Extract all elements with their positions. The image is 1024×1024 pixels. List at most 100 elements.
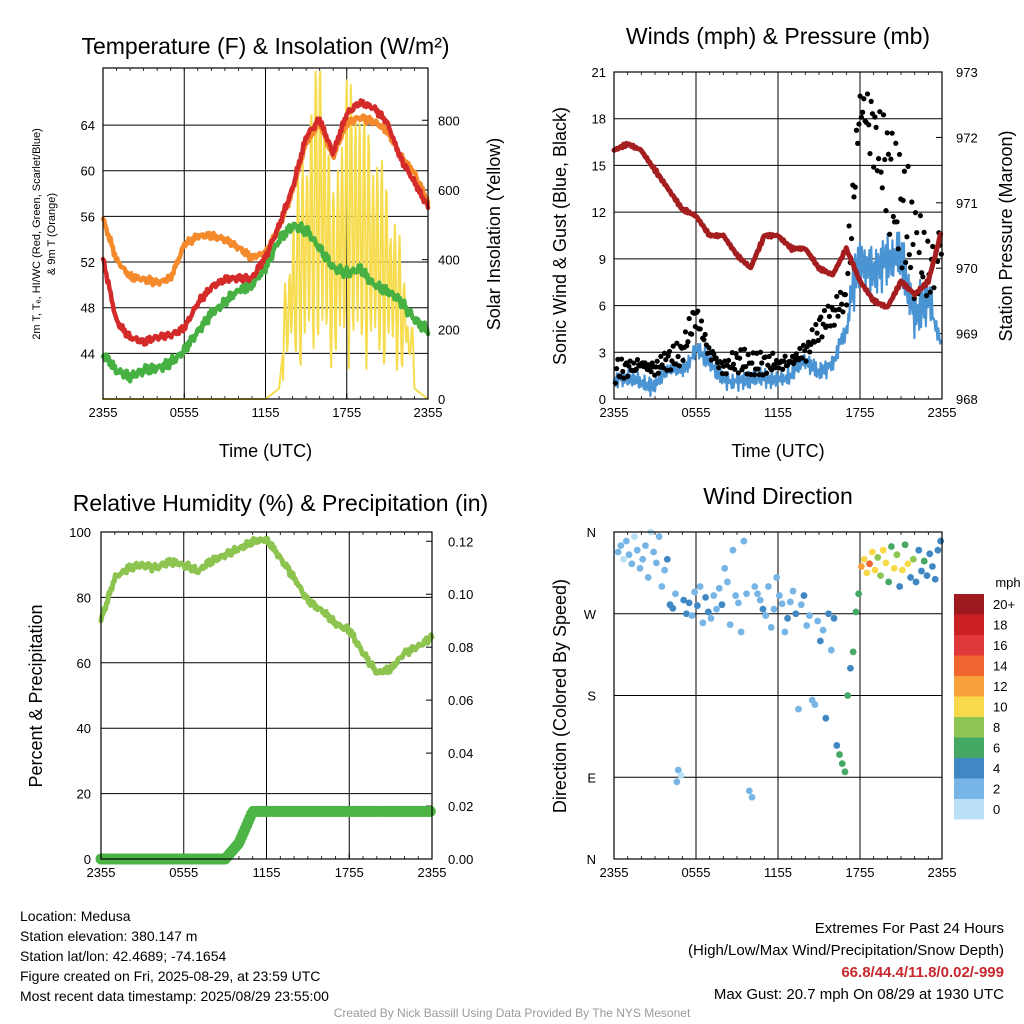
series-line-td: [100, 221, 431, 384]
y2-tick-label: 800: [438, 113, 460, 128]
x-tick-label: 1755: [846, 865, 875, 880]
wind-direction-point: [833, 742, 841, 749]
y-tick-label: 40: [77, 721, 91, 736]
y2-tick-label: 0.00: [448, 852, 473, 867]
gust-point: [855, 140, 861, 146]
y2-tick-label: 973: [956, 65, 978, 80]
gust-point: [793, 351, 799, 357]
y-tick-label: 100: [69, 525, 91, 540]
y-tick-label: S: [587, 689, 596, 704]
legend-swatch: [954, 758, 984, 779]
wind-direction-point: [704, 608, 712, 616]
gust-point: [884, 130, 890, 136]
gust-point: [834, 293, 840, 300]
y-tick-label: 0: [599, 392, 606, 407]
legend-label: 4: [993, 761, 1000, 776]
wind-direction-point: [740, 537, 748, 545]
wind-direction-point: [715, 584, 723, 592]
wind-direction-point: [795, 705, 802, 713]
wind-direction-point: [650, 548, 658, 556]
wind-direction-point: [786, 598, 794, 606]
temp-y-label-2: & 9m T (Orange): [46, 193, 58, 275]
gust-point: [770, 350, 776, 356]
wind-direction-point: [765, 583, 772, 590]
gust-point: [751, 372, 757, 378]
wind-direction-point: [663, 555, 671, 563]
gust-point: [921, 229, 927, 235]
wind-direction-point: [743, 590, 750, 598]
wind-direction-point: [724, 578, 731, 586]
gust-point: [857, 93, 863, 99]
gust-point: [655, 370, 662, 376]
legend-label: 0: [993, 802, 1000, 817]
wind-direction-point: [830, 614, 838, 622]
wind-direction-point: [836, 751, 843, 758]
y2-tick-label: 972: [956, 130, 978, 145]
wind-direction-point: [896, 583, 904, 590]
gust-point: [880, 112, 887, 118]
wind-panel-title: Winds (mph) & Pressure (mb): [626, 23, 930, 49]
wind-direction-point: [825, 610, 832, 618]
legend-swatch: [954, 635, 984, 656]
gust-point: [813, 321, 819, 328]
y-tick-label: 3: [599, 345, 606, 360]
gust-point: [674, 340, 680, 346]
wind-direction-point: [827, 646, 835, 654]
gust-point: [618, 356, 625, 362]
legend-label: 6: [993, 741, 1000, 756]
wind-direction-point: [718, 601, 726, 609]
legend-swatch: [954, 717, 984, 738]
credit-text: Created By Nick Bassill Using Data Provi…: [333, 1006, 691, 1020]
y2-tick-label: 971: [956, 196, 978, 211]
wind-direction-point: [702, 594, 709, 601]
wind-direction-point: [898, 566, 906, 574]
x-tick-label: 2355: [928, 865, 957, 880]
legend-swatch: [954, 594, 984, 615]
wind-direction-point: [631, 533, 638, 540]
wind-y2-label: Station Pressure (Maroon): [996, 130, 1016, 341]
wind-direction-point: [770, 605, 778, 613]
gust-point: [799, 355, 805, 361]
gust-point: [653, 364, 659, 370]
wind-direction-point: [655, 533, 663, 540]
wind-direction-point: [759, 605, 767, 613]
gust-point: [893, 140, 899, 146]
y-tick-label: 9: [599, 252, 606, 267]
wind-direction-point: [729, 546, 737, 554]
y-tick-label: 64: [81, 118, 95, 133]
wind-direction-point: [806, 612, 813, 619]
extremes-subheader: (High/Low/Max Wind/Precipitation/Snow De…: [688, 942, 1004, 959]
wind-direction-point: [937, 537, 945, 545]
gust-point: [686, 315, 692, 322]
latlon-text: Station lat/lon: 42.4689; -74.1654: [20, 948, 227, 964]
wind-direction-point: [693, 602, 701, 609]
y2-tick-label: 0.08: [448, 640, 473, 655]
wind-direction-point: [707, 614, 715, 622]
x-tick-label: 0555: [169, 865, 198, 880]
gust-point: [819, 334, 825, 340]
plot-border: [613, 531, 943, 860]
wind-direction-point: [866, 560, 873, 568]
plot-border: [100, 531, 433, 860]
y2-tick-label: 0.06: [448, 693, 473, 708]
wind-direction-point: [792, 610, 800, 618]
gust-point: [698, 318, 705, 324]
gust-point: [663, 357, 669, 363]
wind-direction-point: [838, 760, 846, 768]
gust-point: [895, 246, 901, 252]
wind-direction-point: [699, 619, 707, 627]
gust-point: [907, 264, 914, 271]
gust-point: [826, 313, 832, 320]
wind-direction-point: [814, 617, 822, 625]
legend-label: 14: [993, 659, 1007, 674]
gust-point: [888, 156, 894, 162]
wind-direction-point: [811, 701, 819, 708]
gust-point: [802, 347, 808, 354]
gust-point: [877, 109, 883, 115]
gust-point: [736, 355, 743, 361]
gust-point: [716, 365, 722, 371]
elevation-text: Station elevation: 380.147 m: [20, 928, 198, 944]
rh-panel-title: Relative Humidity (%) & Precipitation (i…: [73, 490, 488, 516]
gust-point: [660, 365, 666, 371]
y-tick-label: 18: [592, 112, 606, 127]
